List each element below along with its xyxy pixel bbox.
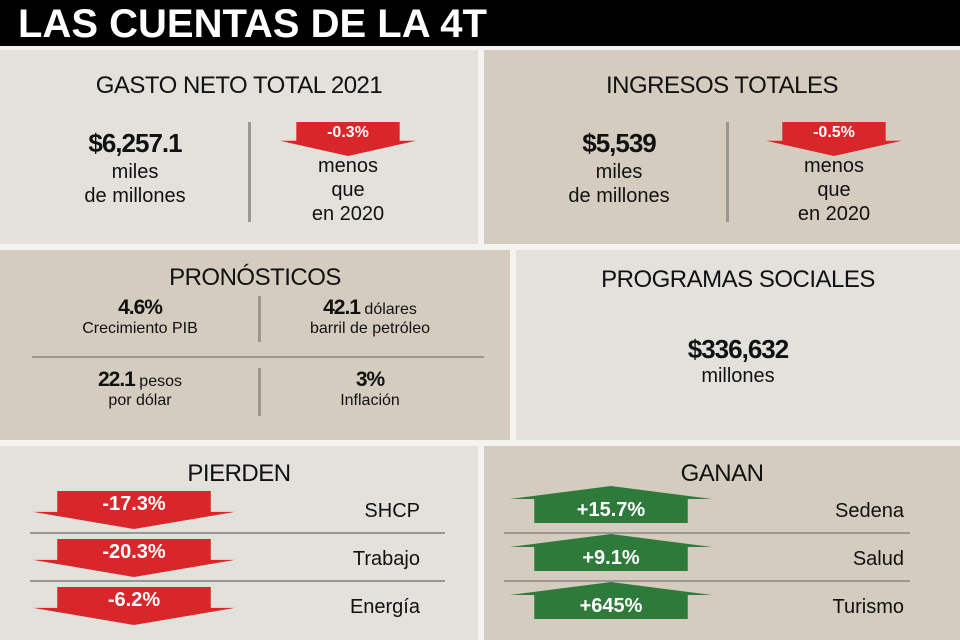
ingresos-unit2: de millones bbox=[568, 185, 670, 207]
divider bbox=[726, 122, 729, 222]
loss-label: Trabajo bbox=[352, 548, 420, 570]
loss-label: Energía bbox=[349, 596, 420, 618]
divider bbox=[504, 532, 910, 534]
divider bbox=[258, 296, 261, 342]
programas-amount: $336,632 bbox=[687, 334, 789, 364]
forecast-value: 4.6% bbox=[118, 296, 163, 319]
loss-arrow: -6.2% bbox=[33, 587, 235, 625]
gain-arrow: +15.7% bbox=[510, 486, 712, 523]
gain-arrow: +645% bbox=[510, 582, 712, 619]
loss-arrow: -17.3% bbox=[33, 491, 235, 529]
ingresos-unit1: miles bbox=[595, 161, 643, 183]
ingresos-note2: que bbox=[817, 179, 851, 201]
gasto-panel: GASTO NETO TOTAL 2021 $6,257.1 miles de … bbox=[0, 50, 478, 244]
pierden-heading: PIERDEN bbox=[187, 460, 291, 487]
programas-unit: millones bbox=[701, 365, 775, 387]
divider bbox=[258, 368, 261, 416]
gain-label: Turismo bbox=[832, 596, 904, 618]
ingresos-note1: menos bbox=[803, 155, 865, 177]
forecast-label: barril de petróleo bbox=[309, 320, 431, 337]
programas-panel: PROGRAMAS SOCIALES $336,632 millones bbox=[516, 250, 960, 440]
divider bbox=[32, 356, 484, 358]
pronosticos-heading: PRONÓSTICOS bbox=[169, 264, 341, 291]
forecast-inflacion: 3% Inflación bbox=[270, 368, 470, 410]
ganan-panel: GANAN +15.7% Sedena +9.1% Salud +645% Tu… bbox=[484, 446, 960, 640]
forecast-label: Crecimiento PIB bbox=[82, 320, 198, 337]
programas-heading: PROGRAMAS SOCIALES bbox=[601, 266, 875, 293]
pronosticos-panel: PRONÓSTICOS 4.6% Crecimiento PIB 42.1 dó… bbox=[0, 250, 510, 440]
loss-label: SHCP bbox=[364, 500, 420, 522]
pierden-panel: PIERDEN -17.3% SHCP -20.3% Trabajo -6.2%… bbox=[0, 446, 478, 640]
divider bbox=[30, 580, 445, 582]
gasto-amount: $6,257.1 bbox=[88, 128, 182, 158]
ingresos-heading: INGRESOS TOTALES bbox=[605, 72, 839, 99]
loss-arrow: -20.3% bbox=[33, 539, 235, 577]
gasto-unit1: miles bbox=[111, 161, 159, 183]
gain-label: Sedena bbox=[835, 500, 904, 522]
gasto-note3: en 2020 bbox=[311, 203, 385, 225]
forecast-value: 42.1 bbox=[323, 296, 361, 319]
ingresos-change-arrow: -0.5% bbox=[766, 122, 902, 156]
gain-label: Salud bbox=[852, 548, 904, 570]
divider bbox=[30, 532, 445, 534]
divider bbox=[504, 580, 910, 582]
forecast-tipo-cambio: 22.1 pesos por dólar bbox=[40, 368, 240, 410]
ganan-heading: GANAN bbox=[680, 460, 764, 487]
divider bbox=[248, 122, 251, 222]
page-title: LAS CUENTAS DE LA 4T bbox=[18, 2, 487, 46]
gasto-heading: GASTO NETO TOTAL 2021 bbox=[95, 72, 383, 99]
forecast-value: 22.1 bbox=[97, 368, 136, 391]
forecast-label: por dólar bbox=[108, 392, 172, 409]
forecast-petroleo: 42.1 dólares barril de petróleo bbox=[270, 296, 470, 338]
forecast-suffix: dólares bbox=[359, 301, 417, 318]
gasto-unit2: de millones bbox=[84, 185, 186, 207]
gasto-change-arrow: -0.3% bbox=[280, 122, 416, 156]
forecast-pib: 4.6% Crecimiento PIB bbox=[40, 296, 240, 338]
gain-arrow: +9.1% bbox=[510, 534, 712, 571]
forecast-label: Inflación bbox=[340, 392, 400, 409]
gasto-note1: menos bbox=[317, 155, 379, 177]
ingresos-note3: en 2020 bbox=[797, 203, 871, 225]
gasto-note2: que bbox=[331, 179, 365, 201]
title-bar bbox=[0, 0, 960, 46]
forecast-suffix: pesos bbox=[134, 373, 182, 390]
ingresos-amount: $5,539 bbox=[582, 128, 657, 158]
forecast-value: 3% bbox=[355, 368, 385, 391]
ingresos-panel: INGRESOS TOTALES $5,539 miles de millone… bbox=[484, 50, 960, 244]
